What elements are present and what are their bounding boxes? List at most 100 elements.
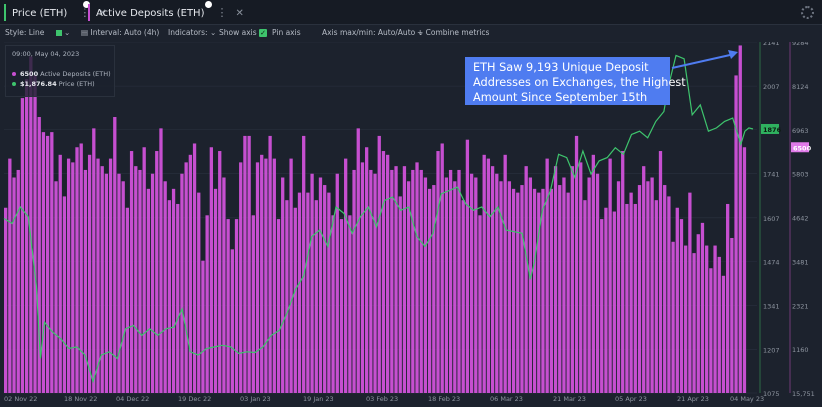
deposit-bar xyxy=(4,207,8,393)
deposit-bar xyxy=(537,192,541,393)
combine-metrics-button[interactable]: + Combine metrics xyxy=(417,25,489,41)
deposit-bar xyxy=(608,158,612,393)
deposit-bar xyxy=(75,147,79,393)
deposits-current-label: 6500 xyxy=(793,144,812,152)
pin-axis-toggle[interactable]: Pin axis xyxy=(272,25,301,41)
deposit-bar xyxy=(574,135,579,393)
deposit-bar xyxy=(348,215,352,393)
deposit-bar xyxy=(427,188,432,393)
close-icon[interactable]: ✕ xyxy=(98,8,107,19)
color-swatch xyxy=(56,30,62,36)
deposit-bar xyxy=(41,132,46,393)
deposit-bar xyxy=(205,215,209,393)
deposit-bar xyxy=(385,154,390,393)
deposit-bar xyxy=(742,147,747,393)
deposit-bar xyxy=(398,196,402,393)
deposit-bar xyxy=(448,169,453,393)
indicators-label: Indicators: xyxy=(168,28,208,37)
color-picker[interactable]: ⌄ xyxy=(56,25,70,41)
deposit-bar xyxy=(121,181,125,393)
deposit-bar xyxy=(684,245,688,393)
deposit-bar xyxy=(612,211,616,393)
deposit-bar xyxy=(54,181,58,393)
tooltip-deposits-row: 6500 Active Deposits (ETH) xyxy=(12,70,111,78)
deposit-bar xyxy=(490,166,495,393)
metric-tab-bar: Price (ETH) ⋮ ✕ Active Deposits (ETH) ⋮ ✕ xyxy=(0,0,822,25)
deposits-tick-label: 3481 xyxy=(792,258,809,266)
deposit-bar xyxy=(394,166,398,393)
deposit-bar xyxy=(516,192,520,393)
plus-icon: + xyxy=(417,28,426,37)
deposit-bar xyxy=(717,256,721,393)
axis-max-min-selector[interactable]: Axis max/min: Auto/Auto ⌄ xyxy=(322,25,424,41)
deposit-bar xyxy=(709,268,713,393)
x-tick-label: 19 Dec 22 xyxy=(178,395,211,403)
deposit-bar xyxy=(713,245,717,393)
deposit-bar xyxy=(335,173,339,393)
deposit-bar xyxy=(696,234,700,393)
deposit-bar xyxy=(268,135,272,393)
deposits-tick-label: 2321 xyxy=(792,302,809,310)
annotation-line-1: ETH Saw 9,193 Unique Deposit xyxy=(473,61,649,74)
checkbox-checked-icon[interactable]: ✓ xyxy=(259,29,268,37)
deposit-bar xyxy=(553,166,558,393)
deposit-bar xyxy=(289,158,293,393)
annotation-line-3: Amount Since September 15th xyxy=(473,91,648,104)
tab-price-eth[interactable]: Price (ETH) ⋮ ✕ xyxy=(4,0,107,22)
deposit-bar xyxy=(671,241,675,393)
tab-price-label: Price (ETH) xyxy=(12,8,68,19)
tab-active-deposits[interactable]: Active Deposits (ETH) ⋮ ✕ xyxy=(88,0,244,22)
deposit-bar xyxy=(33,75,37,393)
deposit-bar xyxy=(721,275,726,393)
more-options-icon[interactable]: ⋮ xyxy=(216,6,228,19)
tab-deposits-color-bar xyxy=(88,4,90,21)
more-options-icon[interactable]: ⋮ xyxy=(79,6,91,19)
style-selector[interactable]: Style: Line xyxy=(5,28,45,37)
deposit-bar xyxy=(360,162,365,393)
deposit-bar xyxy=(243,135,247,393)
deposit-bar xyxy=(297,192,302,393)
deposit-bar xyxy=(8,158,12,393)
x-tick-label: 04 May 23 xyxy=(730,395,764,403)
deposits-tick-label: 4642 xyxy=(792,215,809,223)
deposit-bar xyxy=(726,203,730,393)
deposit-bar xyxy=(478,215,482,393)
deposit-bar xyxy=(377,135,381,393)
deposits-tick-label: 1160 xyxy=(792,346,809,354)
deposit-bar xyxy=(570,166,574,393)
deposits-tick-label: 8124 xyxy=(792,83,809,91)
deposit-bar xyxy=(469,173,474,393)
deposit-bar xyxy=(633,203,637,393)
indicators-selector[interactable]: Indicators: ⌄ xyxy=(168,25,216,41)
deposit-bar xyxy=(642,166,646,393)
interval-selector[interactable]: ▤ Interval: Auto (4h) xyxy=(81,25,159,41)
deposit-bar xyxy=(50,132,54,393)
deposit-bar xyxy=(423,177,428,393)
x-tick-label: 21 Mar 23 xyxy=(553,395,586,403)
deposit-bar xyxy=(264,158,268,393)
deposits-tick-label: 6963 xyxy=(792,127,809,135)
settings-icon[interactable] xyxy=(801,6,814,19)
interval-label: Interval: Auto (4h) xyxy=(90,28,160,37)
close-icon[interactable]: ✕ xyxy=(235,8,244,19)
pin-marker-icon xyxy=(82,0,91,9)
deposit-bar xyxy=(117,173,121,393)
deposit-bar xyxy=(558,185,562,393)
deposit-bar xyxy=(150,173,155,393)
tooltip-deposits-value: 6500 xyxy=(20,70,39,78)
price-line xyxy=(3,54,754,384)
price-tick-label: 1341 xyxy=(763,302,780,310)
deposit-bar xyxy=(125,207,130,393)
deposit-bar xyxy=(167,200,172,393)
deposit-bar xyxy=(600,219,604,393)
price-tick-label: 1207 xyxy=(763,347,780,355)
tooltip-price-row: $1,876.84 Price (ETH) xyxy=(12,80,95,88)
annotation-arrow xyxy=(671,54,731,69)
deposit-bar xyxy=(100,166,104,393)
x-tick-label: 18 Nov 22 xyxy=(64,395,97,403)
deposit-bar xyxy=(20,98,25,393)
deposit-bar xyxy=(58,154,62,393)
deposit-bar xyxy=(495,173,499,393)
show-axis-toggle[interactable]: Show axis ✓ xyxy=(219,25,268,41)
tooltip-date: 09:00, May 04, 2023 xyxy=(12,50,80,58)
